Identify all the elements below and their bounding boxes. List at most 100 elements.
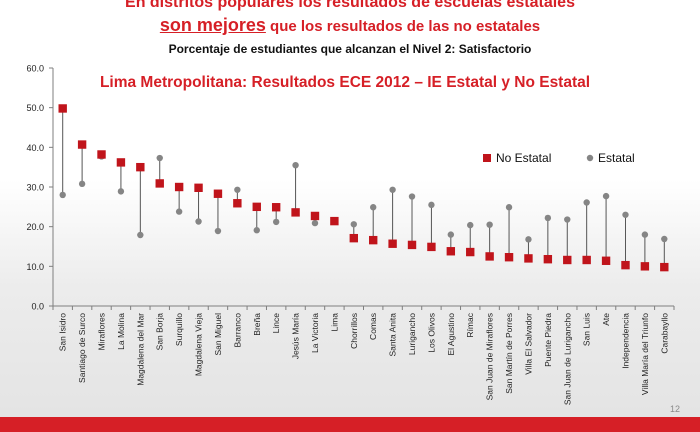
page-number: 12	[669, 404, 680, 414]
category-label: San Martín de Porres	[504, 313, 514, 394]
estatal-point	[350, 221, 357, 228]
category-label: Magdalena del Mar	[135, 313, 145, 386]
no-estatal-point	[194, 183, 203, 192]
no-estatal-point	[291, 208, 300, 217]
category-label: Lince	[271, 313, 281, 334]
no-estatal-point	[466, 247, 475, 257]
no-estatal-point	[504, 253, 514, 262]
estatal-point	[505, 204, 513, 211]
no-estatal-point	[582, 255, 591, 265]
estatal-point	[583, 199, 590, 206]
category-label: Carabayllo	[659, 313, 669, 354]
category-label: Santiago de Surco	[77, 313, 87, 383]
connector-lines-group	[62, 108, 665, 268]
no-estatal-point	[174, 182, 184, 192]
no-estatal-point	[563, 255, 572, 265]
category-label: Puente Piedra	[543, 313, 553, 367]
category-label: La Molina	[116, 313, 126, 350]
category-label: Ate	[601, 313, 611, 326]
category-label: Los Olivos	[426, 313, 436, 353]
estatal-point	[428, 201, 435, 209]
estatal-point	[622, 211, 629, 218]
no-estatal-point	[136, 162, 145, 172]
no-estatal-point	[271, 203, 281, 212]
no-estatal-point	[213, 189, 223, 198]
no-estatal-point	[349, 233, 358, 243]
headline-rest: que los resultados de las no estatales	[265, 18, 541, 35]
no-estatal-point	[58, 104, 67, 113]
category-label: Comas	[368, 313, 378, 340]
estatal-point	[408, 193, 416, 200]
headline-emphasis: son mejores	[159, 15, 266, 35]
category-label: Lurigancho	[407, 313, 417, 355]
category-label: San Juan de Lurigancho	[562, 313, 572, 405]
estatal-point	[389, 186, 396, 193]
estatal-point	[525, 236, 532, 243]
no-estatal-point	[97, 150, 106, 159]
estatal-point	[447, 231, 455, 238]
estatal-point	[78, 180, 86, 188]
estatal-point	[59, 191, 66, 199]
estatal-point	[370, 204, 377, 211]
axes-group: 0.0 10.0 20.0 30.0 40.0 50.0 60.0	[26, 64, 675, 312]
legend-no-estatal-label: No Estatal	[496, 151, 551, 165]
estatal-point	[214, 227, 222, 235]
dumbbell-chart: 0.010.020.030.040.050.060.0 San Isidro Sa…	[26, 64, 675, 405]
category-label: La Victoria	[310, 313, 320, 353]
legend: No Estatal Estatal	[483, 151, 635, 165]
estatal-point	[156, 154, 163, 162]
y-tick-label: 0.0	[31, 302, 44, 312]
estatal-point	[234, 186, 241, 193]
category-label: Breña	[252, 313, 262, 336]
headline-line-2: son mejores que los resultados de las no…	[0, 15, 700, 36]
estatal-point	[602, 192, 610, 200]
no-estatal-point	[233, 199, 242, 208]
category-label: El Agustino	[446, 313, 456, 356]
no-estatal-point	[446, 247, 456, 256]
estatal-point	[486, 221, 493, 228]
category-label: San Isidro	[58, 313, 68, 352]
background-band	[0, 180, 700, 418]
no-estatal-point	[640, 262, 650, 271]
category-label: San Miguel	[213, 313, 223, 356]
category-label: Villa El Salvador	[523, 313, 533, 375]
no-estatal-point	[407, 240, 417, 250]
category-label: Barranco	[232, 313, 242, 348]
category-label: San Luis	[582, 313, 592, 346]
no-estatal-point	[621, 260, 630, 270]
estatal-point	[195, 218, 202, 225]
estatal-point	[544, 214, 552, 222]
category-label: Chorrillos	[349, 313, 359, 349]
category-label: Rímac	[465, 312, 475, 337]
estatal-point	[253, 227, 260, 234]
y-tick-label: 30.0	[26, 183, 44, 193]
markers-group	[58, 104, 669, 272]
category-label: Santa Anita	[388, 313, 398, 357]
estatal-point	[564, 216, 571, 223]
category-label: Surquillo	[174, 313, 184, 346]
y-tick-label: 10.0	[26, 262, 44, 272]
no-estatal-point	[330, 216, 339, 226]
category-label: Lima	[329, 313, 339, 332]
no-estatal-point	[660, 262, 669, 272]
footer-bar	[0, 417, 700, 432]
category-label: San Borja	[155, 313, 165, 351]
no-estatal-point	[310, 211, 320, 221]
no-estatal-point	[524, 254, 533, 263]
category-label: Miraflores	[97, 313, 107, 350]
estatal-point	[467, 221, 474, 229]
estatal-point	[311, 219, 319, 227]
no-estatal-point	[252, 202, 261, 212]
no-estatal-point	[155, 179, 164, 188]
category-label: Independencia	[620, 313, 630, 369]
no-estatal-point	[369, 235, 378, 245]
category-labels-group: San Isidro Santiago de Surco Miraflores La …	[58, 312, 670, 405]
y-tick-label: 50.0	[26, 103, 44, 113]
no-estatal-point	[543, 254, 553, 264]
category-label: Villa María del Triunfo	[640, 313, 650, 395]
y-tick-label: 40.0	[26, 143, 44, 153]
legend-estatal-label: Estatal	[598, 151, 635, 165]
estatal-point	[292, 161, 299, 169]
no-estatal-point	[485, 252, 494, 261]
category-label: San Juan de Miraflores	[485, 313, 495, 400]
